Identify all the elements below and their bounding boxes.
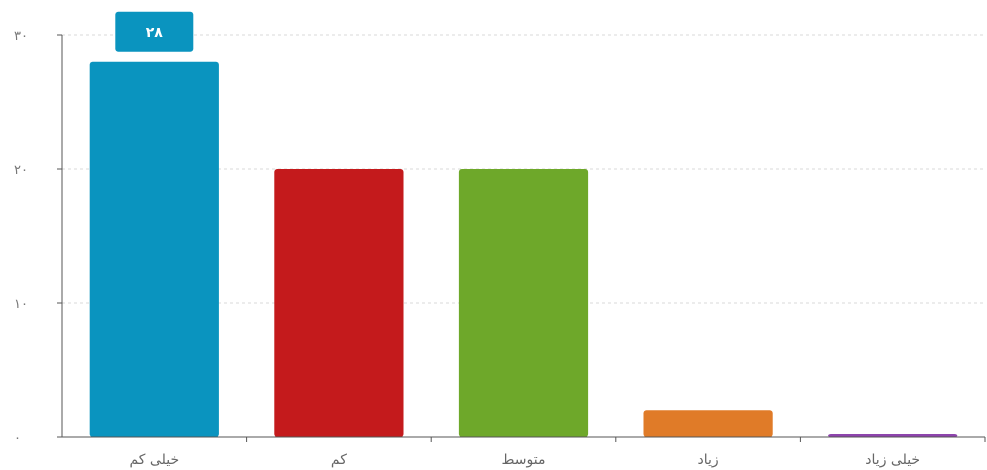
y-tick-label: ۰ bbox=[14, 431, 21, 446]
axes bbox=[61, 35, 985, 438]
x-tick-label: متوسط bbox=[502, 452, 546, 468]
bar[interactable] bbox=[89, 61, 219, 438]
tooltip-value-label: ۲۸ bbox=[146, 25, 164, 41]
bar[interactable] bbox=[274, 169, 404, 437]
y-tick-label: ۱۰ bbox=[14, 297, 28, 312]
bar[interactable] bbox=[828, 434, 958, 437]
x-tick-label: خیلی کم bbox=[129, 452, 179, 468]
y-tick-label: ۳۰ bbox=[14, 29, 28, 44]
tooltip: ۲۸ bbox=[115, 11, 194, 52]
tooltip-box bbox=[115, 11, 194, 52]
bar[interactable] bbox=[643, 410, 773, 437]
x-tick-label: کم bbox=[331, 452, 347, 468]
bars bbox=[89, 61, 958, 438]
gridlines bbox=[62, 34, 985, 304]
bar[interactable] bbox=[458, 169, 589, 437]
x-axis-ticks: خیلی کم کم متوسط زیاد خیلی زیاد bbox=[129, 437, 986, 468]
y-axis-ticks: ۰ ۱۰ ۲۰ ۳۰ bbox=[14, 29, 62, 446]
x-tick-label: زیاد bbox=[698, 452, 719, 468]
x-tick-label: خیلی زیاد bbox=[865, 452, 920, 468]
y-tick-label: ۲۰ bbox=[14, 163, 28, 178]
